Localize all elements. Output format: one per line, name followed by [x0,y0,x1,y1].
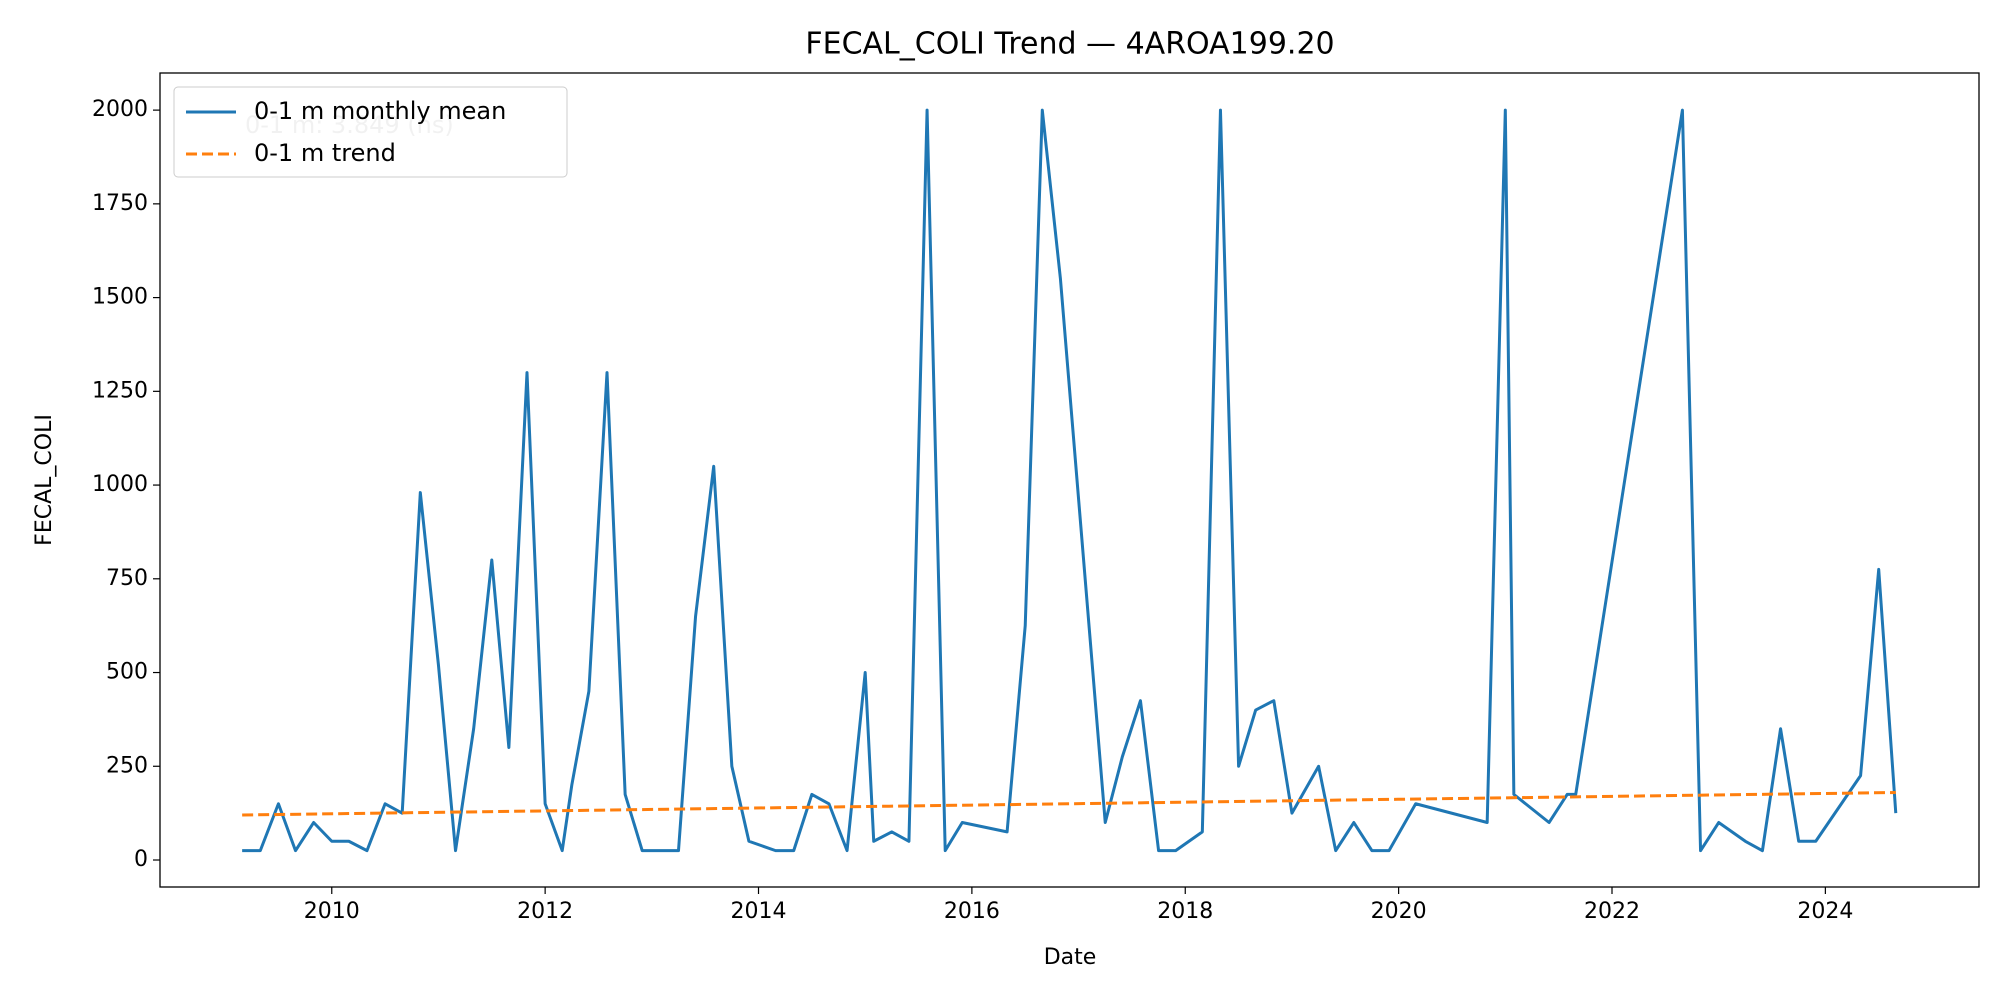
y-tick-label: 2000 [92,97,148,122]
y-tick-label: 1250 [92,378,148,403]
x-tick-label: 2020 [1371,899,1427,924]
y-axis-label: FECAL_COLI [32,414,57,546]
chart-title: FECAL_COLI Trend — 4AROA199.20 [805,27,1334,62]
y-tick-label: 1750 [92,191,148,216]
series-line [242,791,1896,817]
x-tick-label: 2018 [1157,899,1213,924]
x-tick-label: 2024 [1797,899,1853,924]
legend-label: 0-1 m monthly mean [254,97,506,125]
x-tick-label: 2010 [304,899,360,924]
axes-frame [159,72,1980,888]
y-tick-label: 250 [106,753,148,778]
y-tick-label: 1000 [92,472,148,497]
y-tick-label: 1500 [92,285,148,310]
legend-box [173,86,568,178]
x-tick-label: 2022 [1584,899,1640,924]
y-tick-label: 750 [106,566,148,591]
series-line [242,108,1898,853]
y-tick-label: 0 [134,847,148,872]
legend-label: 0-1 m trend [254,139,396,167]
x-tick-label: 2016 [944,899,1000,924]
y-tick-label: 500 [106,660,148,685]
x-tick-label: 2014 [731,899,787,924]
x-axis-label: Date [1044,945,1097,970]
x-tick-label: 2012 [517,899,573,924]
